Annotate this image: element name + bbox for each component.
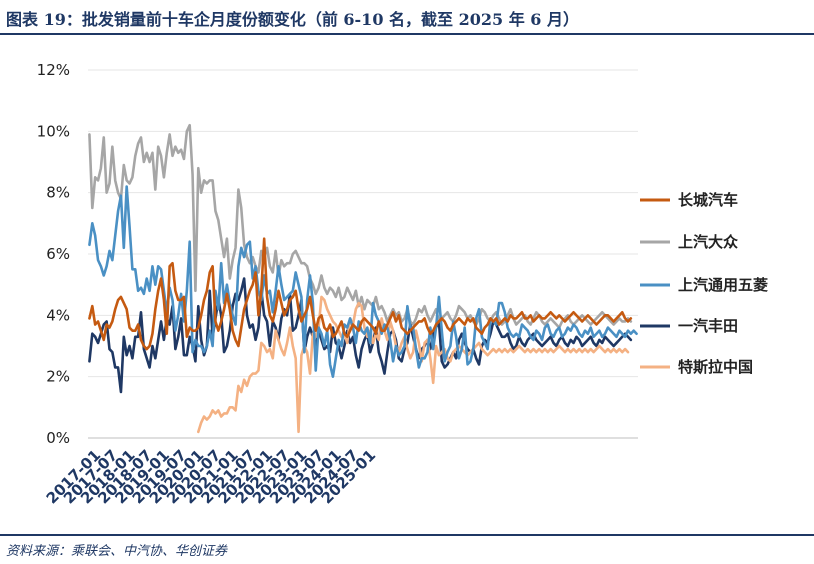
legend-label-1: 上汽大众 (678, 233, 738, 251)
y-tick-label: 6% (46, 245, 70, 263)
y-tick-label: 2% (46, 368, 70, 386)
title-underline (0, 33, 814, 35)
y-tick-label: 12% (37, 61, 70, 79)
series-lines (88, 123, 638, 434)
y-axis-tick-labels: 0% 2% 4% 6% 8% 10% 12% (37, 61, 70, 447)
y-tick-label: 10% (37, 122, 70, 140)
y-tick-label: 4% (46, 306, 70, 324)
series-line-3 (88, 277, 633, 394)
grid-lines (88, 69, 638, 439)
legend-label-0: 长城汽车 (678, 191, 738, 209)
legend-label-2: 上汽通用五菱 (678, 276, 768, 294)
y-tick-label: 8% (46, 184, 70, 202)
series-line-0 (88, 237, 633, 351)
chart-title: 图表 19：批发销量前十车企月度份额变化（前 6-10 名，截至 2025 年 … (6, 10, 579, 29)
x-axis-tick-labels: 2017-012017-072018-012018-072019-012019-… (43, 446, 379, 507)
legend-label-3: 一汽丰田 (678, 317, 738, 335)
source-note: 资料来源：乘联会、中汽协、华创证券 (6, 544, 228, 559)
line-chart: 0% 2% 4% 6% 8% 10% 12% 2017-012017-072018-0120… (37, 61, 768, 507)
title-bar: 图表 19：批发销量前十车企月度份额变化（前 6-10 名，截至 2025 年 … (0, 0, 814, 34)
series-line-2 (88, 185, 638, 378)
footer-rule (0, 534, 814, 536)
legend-label-4: 特斯拉中国 (678, 358, 753, 376)
series-line-4 (196, 295, 630, 434)
y-tick-label: 0% (46, 429, 70, 447)
